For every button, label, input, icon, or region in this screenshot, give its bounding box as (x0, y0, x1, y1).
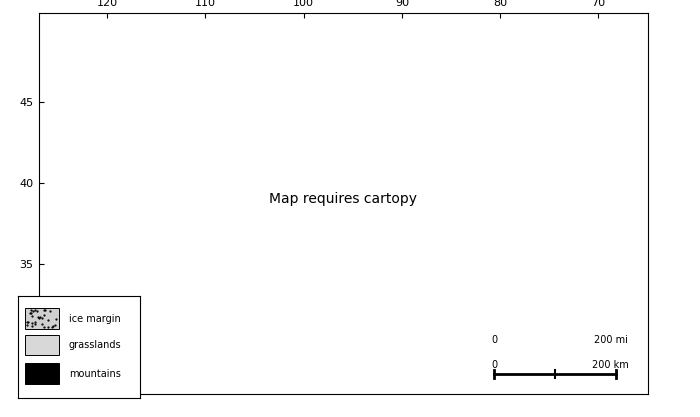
Text: 200 mi: 200 mi (594, 335, 629, 344)
Text: 0: 0 (491, 360, 498, 370)
Bar (25, 364, 59, 384)
Text: Map requires cartopy: Map requires cartopy (269, 192, 417, 206)
Text: ice margin: ice margin (69, 314, 120, 324)
Bar (25, 335, 59, 355)
Text: grasslands: grasslands (69, 340, 122, 350)
Text: mountains: mountains (69, 369, 121, 379)
Text: 0: 0 (491, 335, 498, 344)
Bar (25, 308, 59, 329)
Text: 200 km: 200 km (592, 360, 629, 370)
